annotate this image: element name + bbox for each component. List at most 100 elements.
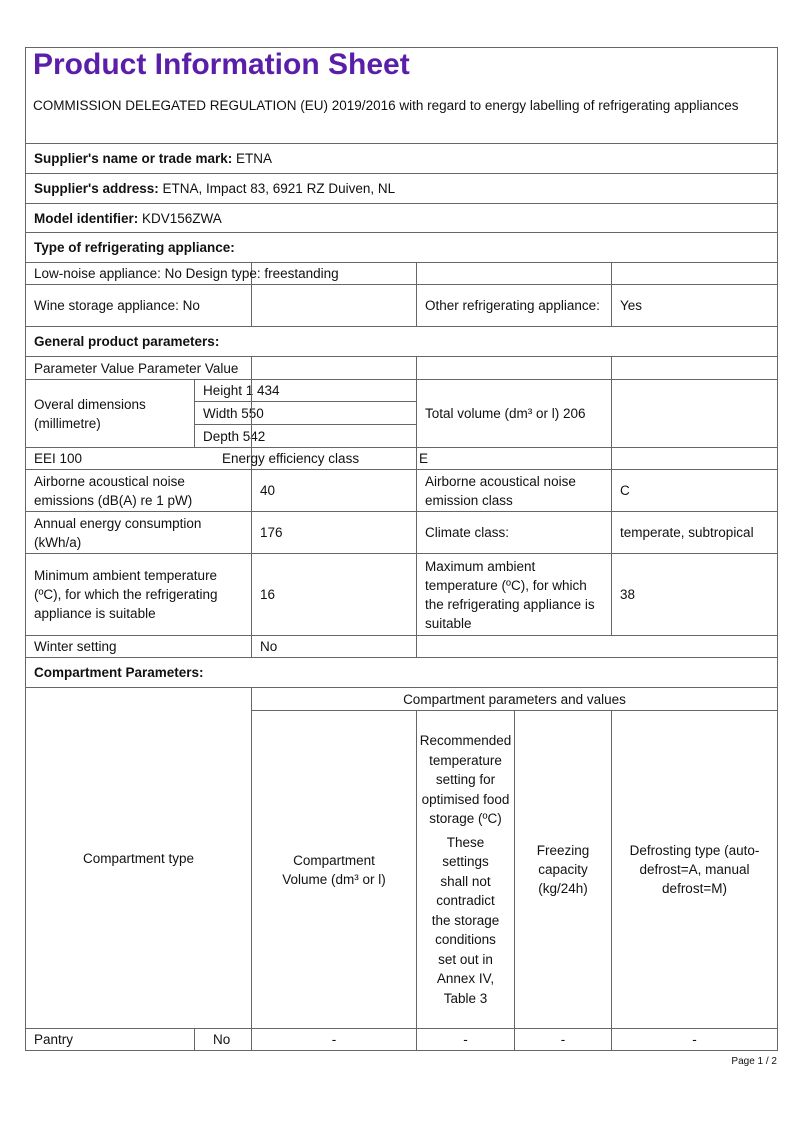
max-ambient-label: Maximum ambient temperature (ºC), for wh… [425, 558, 595, 631]
cell [416, 262, 612, 285]
type-heading: Type of refrigerating appliance: [25, 232, 778, 263]
header-note: These settings shall not contradict the … [431, 834, 500, 1006]
energy-class-value-cell: E [416, 447, 612, 470]
low-noise-cell: Low-noise appliance: No Design type: fre… [25, 262, 339, 285]
general-heading: General product parameters: [25, 326, 778, 357]
total-volume-cell: Total volume (dm³ or l) 206 [416, 379, 612, 448]
min-ambient-value: 16 [260, 587, 276, 602]
depth-cell: Depth 542 [194, 424, 417, 448]
table-row-defrost: - [611, 1028, 778, 1051]
model-row: Model identifier: KDV156ZWA [25, 203, 778, 233]
max-ambient-value-cell: 38 [611, 553, 778, 636]
label: Supplier's address: [34, 181, 159, 196]
noise-label-cell: Airborne acoustical noise emissions (dB(… [25, 469, 252, 512]
winter-value: No [260, 639, 278, 654]
max-ambient-value: 38 [620, 587, 636, 602]
annual-value-cell: 176 [251, 511, 417, 554]
min-ambient-label-cell: Minimum ambient temperature (ºC), for wh… [25, 553, 252, 636]
max-ambient-label-cell: Maximum ambient temperature (ºC), for wh… [416, 553, 612, 636]
noise-label: Airborne acoustical noise emissions (dB(… [34, 473, 193, 508]
total-volume-text: Total volume (dm³ or l) 206 [425, 406, 586, 421]
cell [251, 284, 417, 327]
value: ETNA [232, 151, 273, 166]
wine-text: Wine storage appliance: No [34, 298, 200, 313]
heading-text: Type of refrigerating appliance: [34, 240, 235, 255]
annual-label: Annual energy consumption (kWh/a) [34, 515, 202, 550]
depth-text: Depth 542 [203, 428, 266, 444]
height-text: Height 1 434 [203, 383, 280, 398]
climate-label-cell: Climate class: [416, 511, 612, 554]
header-text: Compartment type [82, 850, 195, 866]
energy-class-label: Energy efficiency class [222, 451, 360, 466]
min-ambient-value-cell: 16 [251, 553, 417, 636]
compartment-present: No [213, 1032, 231, 1047]
low-noise-text: Low-noise appliance: No Design type: fre… [34, 266, 339, 281]
other-label: Other refrigerating appliance: [425, 298, 600, 313]
eei-text: EEI 100 [34, 451, 83, 466]
other-value: Yes [620, 298, 643, 313]
wine-cell: Wine storage appliance: No [25, 284, 252, 327]
table-row-freezing: - [514, 1028, 612, 1051]
cell [611, 262, 778, 285]
noise-value-cell: 40 [251, 469, 417, 512]
annual-label-cell: Annual energy consumption (kWh/a) [25, 511, 252, 554]
defrost-header: Defrosting type (auto-defrost=A, manual … [611, 710, 778, 1029]
eei-cell: EEI 100 [25, 447, 252, 470]
climate-value: temperate, subtropical [620, 525, 754, 540]
cell [611, 356, 778, 380]
cell [611, 447, 778, 470]
value: ETNA, Impact 83, 6921 RZ Duiven, NL [158, 181, 396, 196]
column-divider [251, 379, 252, 448]
cell [416, 635, 778, 658]
temp-value: - [463, 1032, 468, 1047]
winter-label: Winter setting [34, 639, 117, 654]
width-text: Width 550 [203, 405, 264, 421]
climate-label: Climate class: [425, 525, 510, 540]
table-row-temp: - [416, 1028, 515, 1051]
winter-label-cell: Winter setting [25, 635, 252, 658]
cell [251, 356, 417, 380]
table-row-present: No [194, 1028, 252, 1051]
cell [611, 379, 778, 448]
regulation-subtitle: COMMISSION DELEGATED REGULATION (EU) 201… [33, 98, 739, 113]
label: Model identifier: [34, 210, 139, 226]
noise-value: 40 [260, 483, 276, 498]
other-value-cell: Yes [611, 284, 778, 327]
heading-text: General product parameters: [34, 334, 220, 349]
defrost-value: - [692, 1032, 697, 1047]
freezing-header: Freezing capacity (kg/24h) [514, 710, 612, 1029]
noise-class-value: C [620, 483, 630, 498]
other-label-cell: Other refrigerating appliance: [416, 284, 612, 327]
winter-value-cell: No [251, 635, 417, 658]
noise-class-value-cell: C [611, 469, 778, 512]
height-cell: Height 1 434 [194, 379, 417, 402]
min-ambient-label: Minimum ambient temperature (ºC), for wh… [34, 568, 218, 621]
width-cell: Width 550 [194, 401, 417, 425]
page-number: Page 1 / 2 [731, 1056, 777, 1067]
param-header-cell: Parameter Value Parameter Value [25, 356, 252, 380]
header-text: Defrosting type (auto-defrost=A, manual … [629, 843, 760, 896]
temp-header: Recommended temperature setting for opti… [416, 710, 515, 1029]
compartment-heading: Compartment Parameters: [25, 657, 778, 688]
dimensions-label-cell: Overal dimensions (millimetre) [25, 379, 195, 448]
supplier-name-row: Supplier's name or trade mark: ETNA [25, 143, 778, 174]
heading-text: Compartment Parameters: [34, 665, 204, 680]
param-header-text: Parameter Value Parameter Value [34, 360, 239, 376]
group-header: Compartment parameters and values [251, 687, 778, 711]
header-text: Freezing capacity (kg/24h) [536, 843, 590, 896]
label: Supplier's name or trade mark: [34, 151, 233, 166]
annual-value: 176 [260, 525, 283, 540]
energy-class-value: E [419, 451, 429, 466]
supplier-address-row: Supplier's address: ETNA, Impact 83, 692… [25, 173, 778, 204]
freezing-value: - [560, 1032, 566, 1047]
table-row-name: Pantry [25, 1028, 195, 1051]
value: KDV156ZWA [138, 210, 222, 226]
cell [416, 356, 612, 380]
table-row-volume: - [251, 1028, 417, 1051]
climate-value-cell: temperate, subtropical [611, 511, 778, 554]
volume-value: - [331, 1032, 337, 1047]
noise-class-label: Airborne acoustical noise emission class [425, 473, 576, 508]
header-text: Compartment parameters and values [403, 691, 626, 707]
dimensions-label: Overal dimensions (millimetre) [34, 396, 146, 431]
